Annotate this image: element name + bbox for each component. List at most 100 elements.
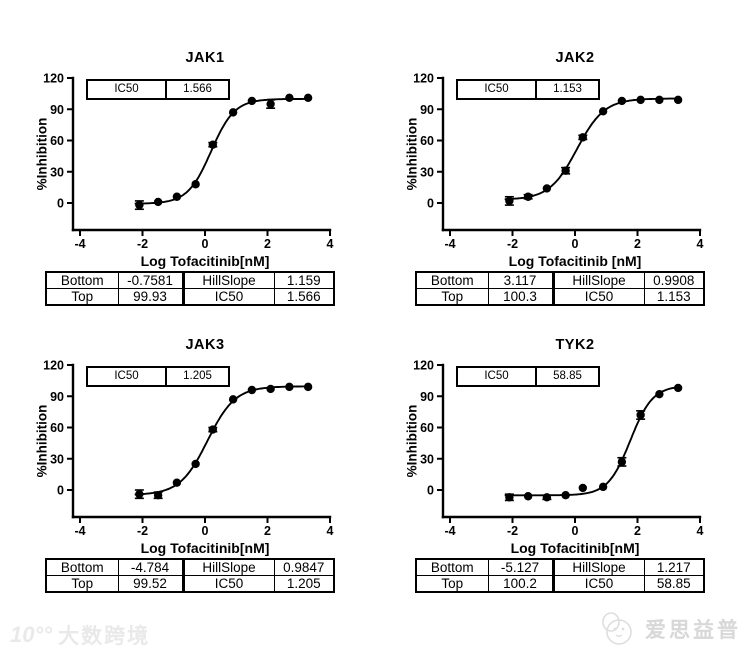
data-point xyxy=(636,410,645,420)
data-point xyxy=(636,95,645,105)
watermark-ice-text: 爱思益普 xyxy=(645,619,741,642)
fit-param-value: 1.566 xyxy=(273,288,335,306)
data-point xyxy=(505,493,514,502)
chart-title: TYK2 xyxy=(555,337,595,353)
x-tick-label: 4 xyxy=(327,237,334,251)
data-point xyxy=(228,108,238,117)
fit-param-value: -4.784 xyxy=(117,558,184,576)
x-tick-label: -4 xyxy=(444,237,455,251)
data-point xyxy=(135,489,144,499)
y-tick-label: 120 xyxy=(43,359,64,373)
dose-response-plot: 0 30 60 90 120 -4 -2 0 2 4 xyxy=(43,359,333,539)
fit-param-name: Top xyxy=(415,575,489,593)
fit-param-name: HillSlope xyxy=(181,558,275,576)
y-tick-label: 60 xyxy=(420,421,434,435)
x-tick-label: 4 xyxy=(697,524,704,538)
fit-table-row: Top 99.52 IC50 1.205 xyxy=(45,575,335,593)
y-axis-label: %Inhibition xyxy=(404,404,420,478)
dose-response-plot: 0 30 60 90 120 -4 -2 0 2 4 xyxy=(413,72,703,252)
fit-table: Bottom -4.784 HillSlope 0.9847 Top 99.52 IC50 1… xyxy=(45,558,335,593)
watermark-dashu-text: 大数跨境 xyxy=(58,625,151,648)
data-point xyxy=(578,133,588,142)
x-tick-label: -2 xyxy=(137,524,148,538)
x-axis-label: Log Tofacitinib[nM] xyxy=(140,540,270,556)
data-point xyxy=(266,99,275,109)
data-point xyxy=(655,95,664,105)
x-tick-label: 0 xyxy=(202,237,209,251)
x-axis-label: Log Tofacitinib[nM] xyxy=(140,253,270,269)
x-axis-label: Log Tofacitinib[nM] xyxy=(510,540,640,556)
fit-param-value: 99.93 xyxy=(117,288,184,306)
data-point xyxy=(172,192,182,201)
x-tick-label: 2 xyxy=(634,237,641,251)
fit-param-value: -0.7581 xyxy=(117,271,184,289)
fit-param-name: IC50 xyxy=(551,288,645,306)
data-point xyxy=(542,493,552,502)
fit-param-value: 0.9908 xyxy=(643,271,705,289)
fit-table: Bottom -0.7581 HillSlope 1.159 Top 99.93 IC50 1… xyxy=(45,271,335,306)
y-tick-label: 120 xyxy=(413,72,434,86)
data-point xyxy=(208,425,218,434)
fit-table: Bottom 3.117 HillSlope 0.9908 Top 100.3 IC50 1.… xyxy=(415,271,705,306)
data-point xyxy=(303,382,313,392)
panel-tyk2: TYK2 IC50 58.85 0 30 60 90 120 -4 -2 0 2 4 %Inhib… xyxy=(390,331,730,597)
data-point xyxy=(247,96,257,106)
fit-table-row: Bottom -5.127 HillSlope 1.217 xyxy=(415,558,705,576)
panel-jak3: JAK3 IC50 1.205 0 30 60 90 120 -4 -2 0 2 4 %Inhib… xyxy=(20,331,360,597)
fit-param-name: Bottom xyxy=(415,558,489,576)
fit-param-value: 58.85 xyxy=(643,575,705,593)
panel-jak2: JAK2 IC50 1.153 0 30 60 90 120 -4 -2 0 2 4 %Inhib… xyxy=(390,44,730,310)
y-axis-label: %Inhibition xyxy=(34,404,50,478)
x-tick-label: -2 xyxy=(137,237,148,251)
fit-param-name: HillSlope xyxy=(551,271,645,289)
fit-param-name: Top xyxy=(45,575,119,593)
fit-param-name: Bottom xyxy=(415,271,489,289)
fit-param-name: IC50 xyxy=(181,288,275,306)
y-tick-label: 120 xyxy=(413,359,434,373)
data-point xyxy=(228,395,238,404)
y-tick-label: 60 xyxy=(50,134,64,148)
watermark-ice: 爱思益普 xyxy=(597,611,741,647)
data-point xyxy=(673,95,683,105)
fit-table-row: Bottom -0.7581 HillSlope 1.159 xyxy=(45,271,335,289)
data-point xyxy=(523,492,533,501)
fit-curve xyxy=(134,385,310,496)
x-tick-label: -4 xyxy=(74,237,85,251)
x-tick-label: 0 xyxy=(202,524,209,538)
y-tick-label: 60 xyxy=(420,134,434,148)
x-tick-label: 2 xyxy=(264,237,271,251)
fit-param-name: Bottom xyxy=(45,271,119,289)
ic50-inset-box: IC50 1.205 xyxy=(86,366,230,387)
data-point xyxy=(153,197,163,207)
data-point xyxy=(542,184,552,193)
panda-icon xyxy=(597,611,637,647)
data-point xyxy=(523,192,533,201)
y-tick-label: 30 xyxy=(420,165,434,179)
x-tick-label: -4 xyxy=(444,524,455,538)
fit-curve xyxy=(134,97,310,205)
fit-param-value: 0.9847 xyxy=(273,558,335,576)
data-point xyxy=(266,384,275,394)
y-axis-label: %Inhibition xyxy=(404,117,420,191)
data-point xyxy=(561,491,570,500)
ic50-inset-box: IC50 1.566 xyxy=(86,79,230,100)
x-tick-label: -2 xyxy=(507,524,518,538)
y-tick-label: 0 xyxy=(57,197,64,211)
dose-response-plot: 0 30 60 90 120 -4 -2 0 2 4 xyxy=(43,72,334,252)
ic50-inset-label: IC50 xyxy=(88,81,167,98)
y-axis-label: %Inhibition xyxy=(34,117,50,191)
data-point xyxy=(208,140,218,149)
data-point xyxy=(153,491,163,500)
fit-param-name: Bottom xyxy=(45,558,119,576)
data-point xyxy=(655,389,664,399)
ic50-inset-label: IC50 xyxy=(458,81,537,98)
fit-table-row: Top 100.3 IC50 1.153 xyxy=(415,288,705,306)
data-point xyxy=(191,459,200,469)
chart-title: JAK1 xyxy=(185,50,225,66)
y-tick-label: 90 xyxy=(420,390,434,404)
fit-param-name: IC50 xyxy=(551,575,645,593)
fit-param-value: 1.159 xyxy=(273,271,335,289)
x-tick-label: -4 xyxy=(74,524,85,538)
ic50-inset-box: IC50 58.85 xyxy=(456,366,600,387)
data-point xyxy=(285,93,294,102)
